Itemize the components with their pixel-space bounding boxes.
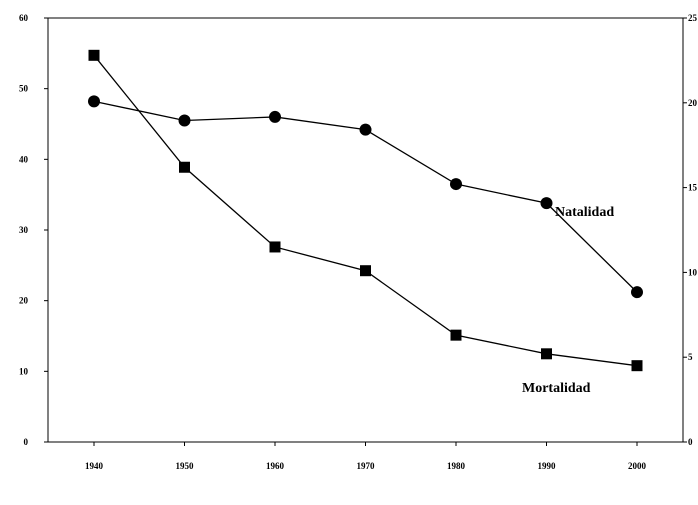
point-mortalidad — [179, 161, 190, 173]
ticks-layer: 1940 1950 1960 1970 1980 1990 2000010203040506… — [19, 13, 698, 471]
y-left-tick-label: 50 — [19, 84, 29, 94]
y-right-tick-label: 10 — [688, 267, 698, 277]
y-left-tick-label: 40 — [19, 154, 29, 164]
x-tick-label: 1940 — [85, 461, 104, 471]
x-tick-label: 1970 — [357, 461, 376, 471]
y-left-tick-label: 0 — [24, 437, 29, 447]
x-tick-label: 1990 — [538, 461, 557, 471]
series-label-natalidad: Natalidad — [555, 205, 614, 220]
point-mortalidad — [541, 348, 552, 360]
point-natalidad — [88, 95, 100, 108]
y-left-tick-label: 30 — [19, 225, 29, 235]
y-left-tick-label: 60 — [19, 13, 29, 23]
plot-frame — [47, 17, 684, 443]
point-natalidad — [178, 114, 191, 127]
series-layer — [88, 49, 643, 372]
x-tick-label: 1980 — [447, 461, 466, 471]
point-natalidad — [359, 123, 372, 136]
y-left-tick-label: 10 — [19, 366, 29, 376]
point-natalidad — [631, 286, 643, 299]
point-natalidad — [450, 178, 462, 191]
point-mortalidad — [360, 265, 371, 277]
point-natalidad — [540, 197, 553, 210]
y-right-tick-label: 5 — [688, 352, 693, 362]
x-tick-label: 1960 — [266, 461, 285, 471]
axes-layer — [47, 17, 684, 443]
series-label-mortalidad: Mortalidad — [522, 381, 591, 396]
point-mortalidad — [269, 241, 281, 253]
y-left-tick-label: 20 — [19, 296, 29, 306]
point-natalidad — [269, 110, 281, 123]
point-mortalidad — [631, 360, 643, 372]
labels-layer: Natalidad Mortalidad — [522, 205, 614, 396]
y-right-tick-label: 20 — [688, 98, 698, 108]
y-right-tick-label: 15 — [688, 183, 698, 193]
point-mortalidad — [450, 329, 462, 341]
x-tick-label: 1950 — [176, 461, 195, 471]
y-right-tick-label: 0 — [688, 437, 693, 447]
point-mortalidad — [88, 49, 100, 61]
y-right-tick-label: 25 — [688, 13, 698, 23]
x-tick-label: 2000 — [628, 461, 647, 471]
